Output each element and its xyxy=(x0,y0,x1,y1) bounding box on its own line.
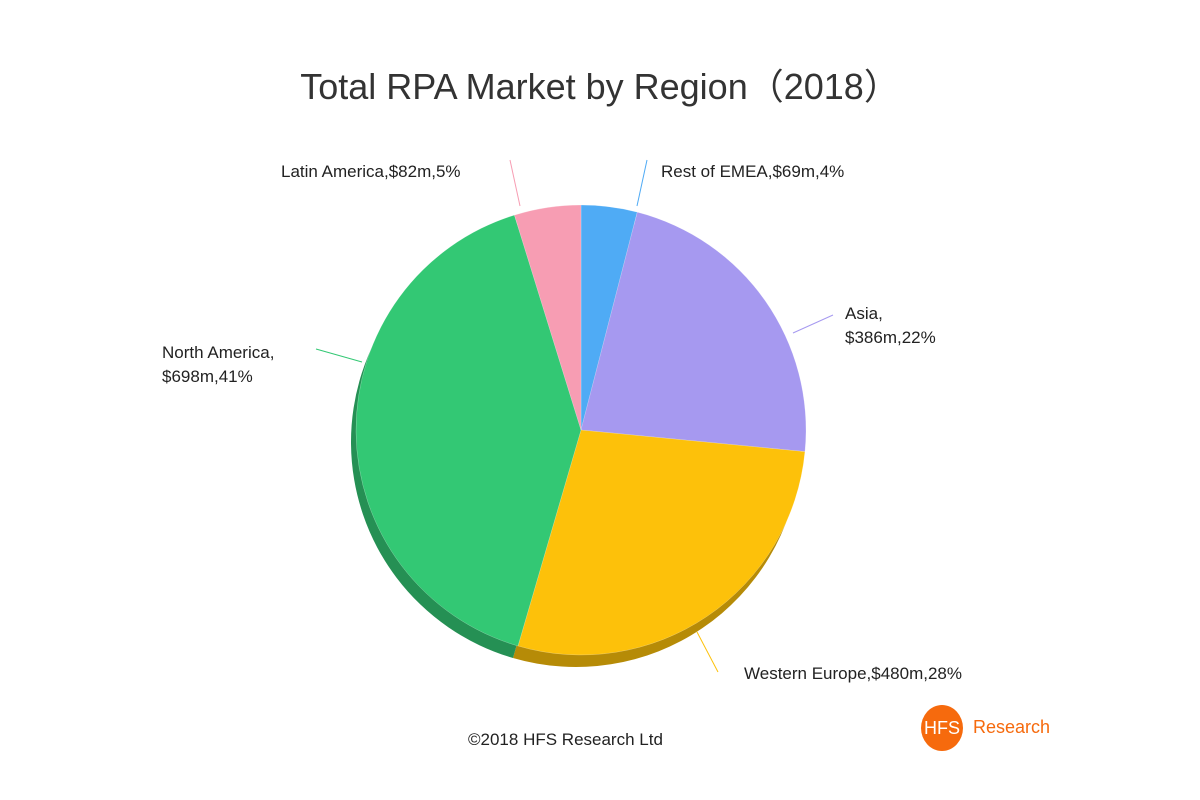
chart-title: Total RPA Market by Region（2018） xyxy=(300,66,900,107)
leader-line-north-america xyxy=(315,348,363,363)
slice-western-europe xyxy=(517,429,806,656)
label-north-america-line1: North America, xyxy=(162,343,275,362)
logo-mark: HFS xyxy=(924,717,960,738)
slice-north-america xyxy=(355,214,582,647)
slice-rest-of-emea xyxy=(580,204,638,431)
leader-line-latin-america xyxy=(509,159,521,207)
logo-text: Research xyxy=(973,717,1051,737)
label-north-america: North America, $698m,41% xyxy=(162,341,274,389)
leader-line-western-europe xyxy=(696,631,719,673)
leader-line-rest-of-emea xyxy=(636,159,648,207)
label-asia: Asia, $386m,22% xyxy=(845,302,936,350)
label-asia-line2: $386m,22% xyxy=(845,328,936,347)
label-latin-america: Latin America,$82m,5% xyxy=(281,162,461,181)
label-north-america-line2: $698m,41% xyxy=(162,367,253,386)
slice-latin-america xyxy=(514,204,582,431)
label-rest-of-emea: Rest of EMEA,$69m,4% xyxy=(661,162,845,181)
leader-line-asia xyxy=(792,314,834,334)
hfs-logo: HFS xyxy=(921,705,963,751)
label-western-europe: Western Europe,$480m,28% xyxy=(744,664,962,683)
copyright: ©2018 HFS Research Ltd xyxy=(468,730,663,749)
label-asia-line1: Asia, xyxy=(845,304,883,323)
slice-asia xyxy=(580,211,807,452)
